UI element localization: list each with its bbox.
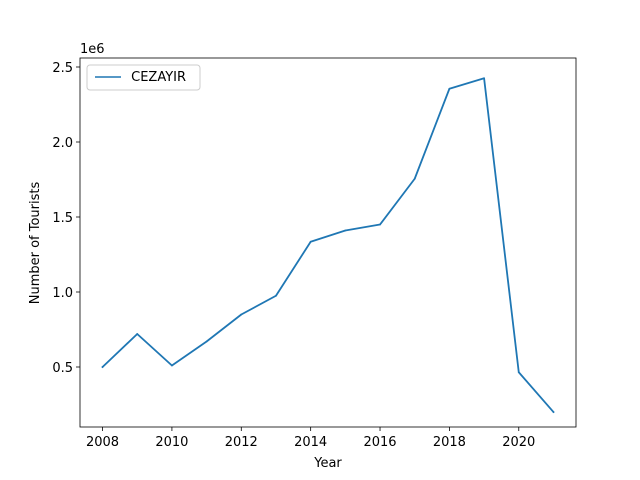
data-point xyxy=(517,371,520,374)
data-point xyxy=(275,294,277,297)
x-tick-label: 2020 xyxy=(502,435,535,450)
data-point xyxy=(171,364,173,367)
axes-frame xyxy=(79,57,577,428)
data-point xyxy=(379,223,381,226)
data-point xyxy=(136,333,139,335)
data-point xyxy=(413,177,416,180)
y-axis-label: Number of Tourists xyxy=(28,182,43,305)
data-point xyxy=(240,313,243,316)
y-offset-label: 1e6 xyxy=(80,42,105,57)
data-point xyxy=(309,240,312,243)
data-point xyxy=(483,77,485,80)
x-tick-label: 2014 xyxy=(294,435,327,450)
legend-label: CEZAYIR xyxy=(127,70,186,85)
x-tick-label: 2016 xyxy=(363,435,396,450)
x-tick-label: 2012 xyxy=(225,435,258,450)
x-tick-label: 2018 xyxy=(433,435,466,450)
data-point xyxy=(448,87,451,90)
data-point xyxy=(552,411,555,413)
x-tick-label: 2010 xyxy=(155,435,188,450)
data-point xyxy=(101,366,104,368)
y-tick-label: 1.5 xyxy=(52,211,73,226)
data-point xyxy=(344,229,347,232)
series-layer xyxy=(101,77,555,414)
x-axis-label: Year xyxy=(313,456,342,471)
y-tick-label: 2.5 xyxy=(52,61,73,76)
legend-box xyxy=(86,64,201,91)
y-tick-label: 0.5 xyxy=(52,361,73,376)
axis-ticks: 2008 2010 2012 2014 2016 2018 2020 0.5 1.0 1.5 2.0… xyxy=(52,61,535,450)
y-tick-label: 2.0 xyxy=(52,136,73,151)
series-line-0 xyxy=(101,77,555,414)
legend: CEZAYIR xyxy=(86,64,201,91)
data-point xyxy=(205,340,208,343)
x-tick-label: 2008 xyxy=(86,435,119,450)
y-tick-label: 1.0 xyxy=(52,286,73,301)
